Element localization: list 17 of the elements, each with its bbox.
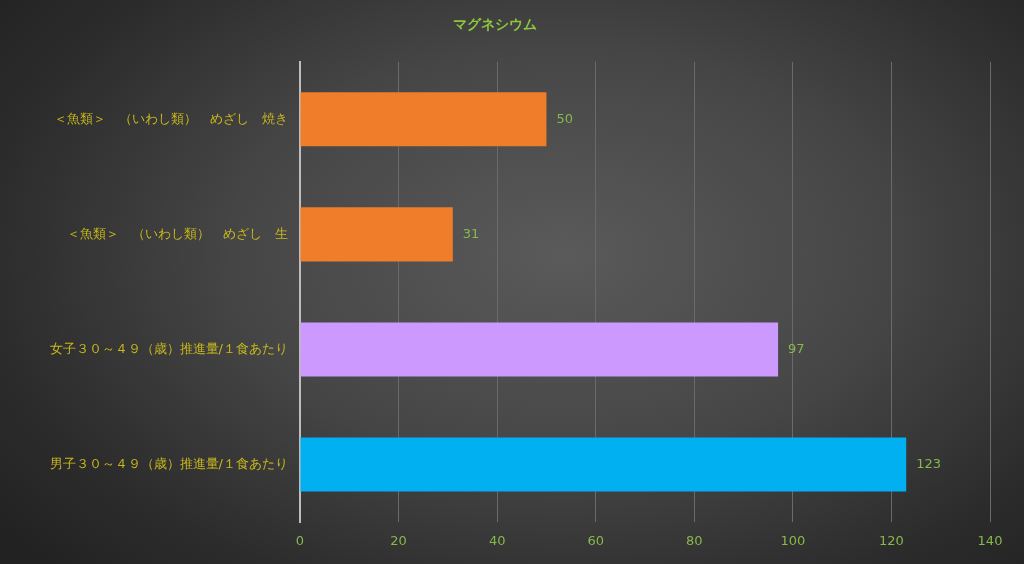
chart-title: マグネシウム	[453, 16, 537, 33]
y-tick-label: ＜魚類＞ （いわし類） めざし 焼き	[54, 110, 288, 126]
data-label: 31	[462, 225, 480, 241]
data-label: 50	[556, 110, 573, 126]
y-tick-label: ＜魚類＞ （いわし類） めざし 生	[67, 225, 288, 241]
x-tick-label: 100	[780, 533, 806, 549]
x-tick-label: 140	[977, 533, 1003, 549]
x-tick-label: 80	[686, 533, 703, 549]
y-tick-label: 男子３０～４９（歳）推進量/１食あたり	[49, 455, 288, 471]
x-tick-label: 20	[390, 533, 407, 549]
x-tick-label: 40	[488, 533, 506, 549]
x-tick-label: 0	[295, 533, 305, 549]
x-tick-label: 60	[587, 533, 604, 549]
data-label: 123	[916, 455, 942, 471]
x-tick-label: 120	[879, 533, 904, 549]
y-tick-label: 女子３０～４９（歳）推進量/１食あたり	[49, 340, 288, 356]
data-label: 97	[788, 340, 805, 356]
